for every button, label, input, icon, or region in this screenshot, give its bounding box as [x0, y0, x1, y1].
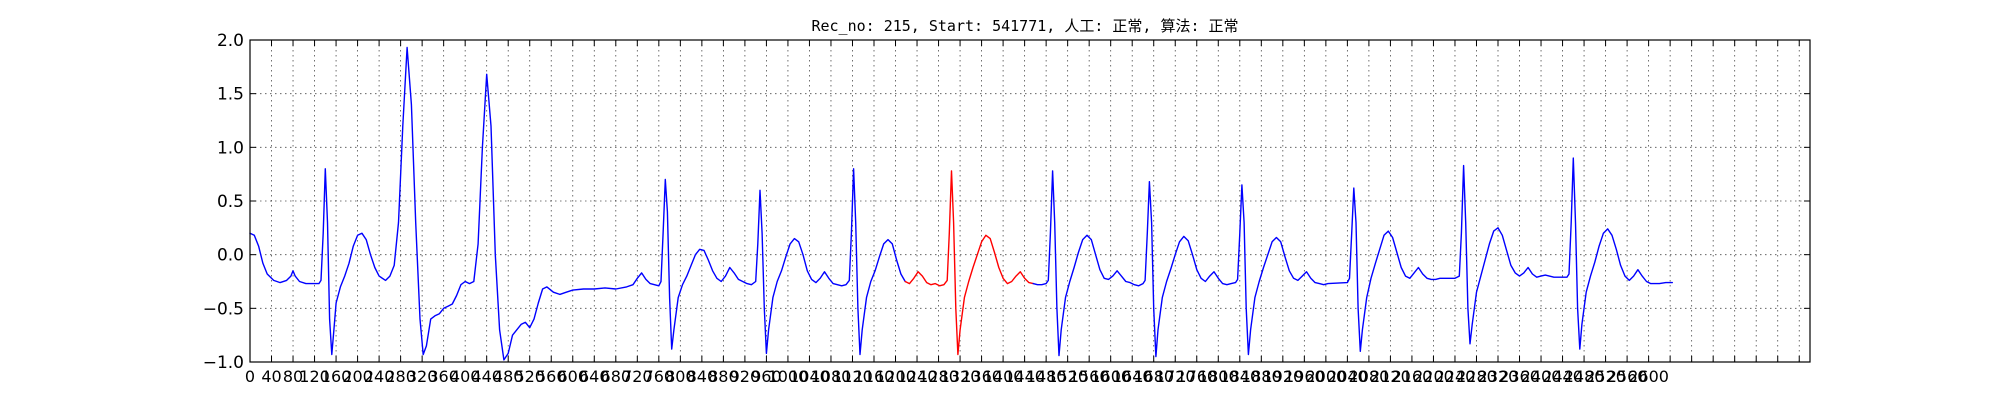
x-tick-label: 320 [407, 367, 438, 386]
x-tick-label: 440 [471, 367, 502, 386]
x-tick-label: 1640 [1112, 367, 1153, 386]
chart-title: Rec_no: 215, Start: 541771, 人工: 正常, 算法: … [811, 17, 1238, 35]
x-tick-label: 1440 [1004, 367, 1045, 386]
x-tick-label: 1840 [1219, 367, 1260, 386]
x-tick-label: 520 [514, 367, 545, 386]
x-tick-label: 960 [751, 367, 782, 386]
y-tick-label: 0.5 [217, 192, 244, 212]
x-tick-label: 2000 [1306, 367, 1347, 386]
x-tick-label: 1000 [768, 367, 809, 386]
x-tick-label: 1720 [1155, 367, 1196, 386]
x-tick-label: 2080 [1349, 367, 1390, 386]
x-tick-label: 2040 [1327, 367, 1368, 386]
x-tick-label: 1400 [983, 367, 1024, 386]
y-tick-label: −0.5 [203, 299, 244, 319]
x-tick-label: 880 [708, 367, 739, 386]
x-tick-label: 920 [730, 367, 761, 386]
x-tick-label: 800 [665, 367, 696, 386]
x-tick-label: 2560 [1607, 367, 1648, 386]
y-tick-label: 2.0 [217, 31, 244, 51]
x-tick-label: 1280 [918, 367, 959, 386]
x-tick-label: 2280 [1456, 367, 1497, 386]
ecg-traces [249, 46, 1673, 361]
axis-ticks: 2.01.51.00.50.0−0.5−1.00 40 80120160200240… [203, 31, 1810, 386]
ecg-trace [249, 46, 906, 361]
x-tick-label: 160 [321, 367, 352, 386]
x-tick-label: 1560 [1069, 367, 1110, 386]
x-tick-label: 2320 [1478, 367, 1519, 386]
x-tick-label: 2480 [1564, 367, 1605, 386]
y-tick-label: 1.0 [217, 138, 244, 158]
x-tick-label: 2600 [1628, 367, 1669, 386]
x-tick-label: 2520 [1585, 367, 1626, 386]
x-tick-label: 1120 [832, 367, 873, 386]
x-tick-label: 600 [557, 367, 588, 386]
x-tick-label: 1360 [961, 367, 1002, 386]
x-tick-label: 280 [385, 367, 416, 386]
x-tick-label: 640 [579, 367, 610, 386]
x-tick-label: 720 [622, 367, 653, 386]
x-tick-label: 40 [261, 367, 281, 386]
grid-lines [249, 39, 1810, 363]
x-tick-label: 2440 [1542, 367, 1583, 386]
x-tick-label: 80 [283, 367, 303, 386]
x-tick-label: 200 [342, 367, 373, 386]
x-tick-label: 240 [364, 367, 395, 386]
x-tick-label: 0 [245, 367, 255, 386]
x-tick-label: 1920 [1262, 367, 1303, 386]
x-tick-label: 1080 [811, 367, 852, 386]
ecg-trace [1032, 157, 1673, 358]
x-tick-label: 400 [450, 367, 481, 386]
x-tick-label: 1680 [1133, 367, 1174, 386]
x-tick-label: 2240 [1435, 367, 1476, 386]
x-tick-label: 1200 [875, 367, 916, 386]
x-tick-label: 1800 [1198, 367, 1239, 386]
x-tick-label: 1040 [789, 367, 830, 386]
x-tick-label: 2400 [1521, 367, 1562, 386]
x-tick-label: 1240 [897, 367, 938, 386]
x-tick-label: 1320 [940, 367, 981, 386]
y-tick-label: 1.5 [217, 85, 244, 105]
x-tick-label: 2160 [1392, 367, 1433, 386]
x-tick-label: 760 [644, 367, 675, 386]
x-tick-label: 1760 [1176, 367, 1217, 386]
x-tick-label: 680 [601, 367, 632, 386]
x-tick-label: 2360 [1499, 367, 1540, 386]
x-tick-label: 560 [536, 367, 567, 386]
x-tick-label: 2120 [1370, 367, 1411, 386]
x-tick-label: 1600 [1090, 367, 1131, 386]
x-tick-label: 1880 [1241, 367, 1282, 386]
ecg-trace-highlight [904, 170, 1034, 356]
y-tick-label: 0.0 [217, 246, 244, 266]
x-tick-label: 360 [428, 367, 459, 386]
x-tick-label: 2200 [1413, 367, 1454, 386]
x-tick-label: 1160 [854, 367, 895, 386]
x-tick-label: 480 [493, 367, 524, 386]
x-tick-label: 1480 [1026, 367, 1067, 386]
x-tick-label: 1960 [1284, 367, 1325, 386]
y-tick-label: −1.0 [203, 353, 244, 373]
x-tick-label: 120 [299, 367, 330, 386]
x-tick-label: 840 [687, 367, 718, 386]
x-tick-label: 1520 [1047, 367, 1088, 386]
